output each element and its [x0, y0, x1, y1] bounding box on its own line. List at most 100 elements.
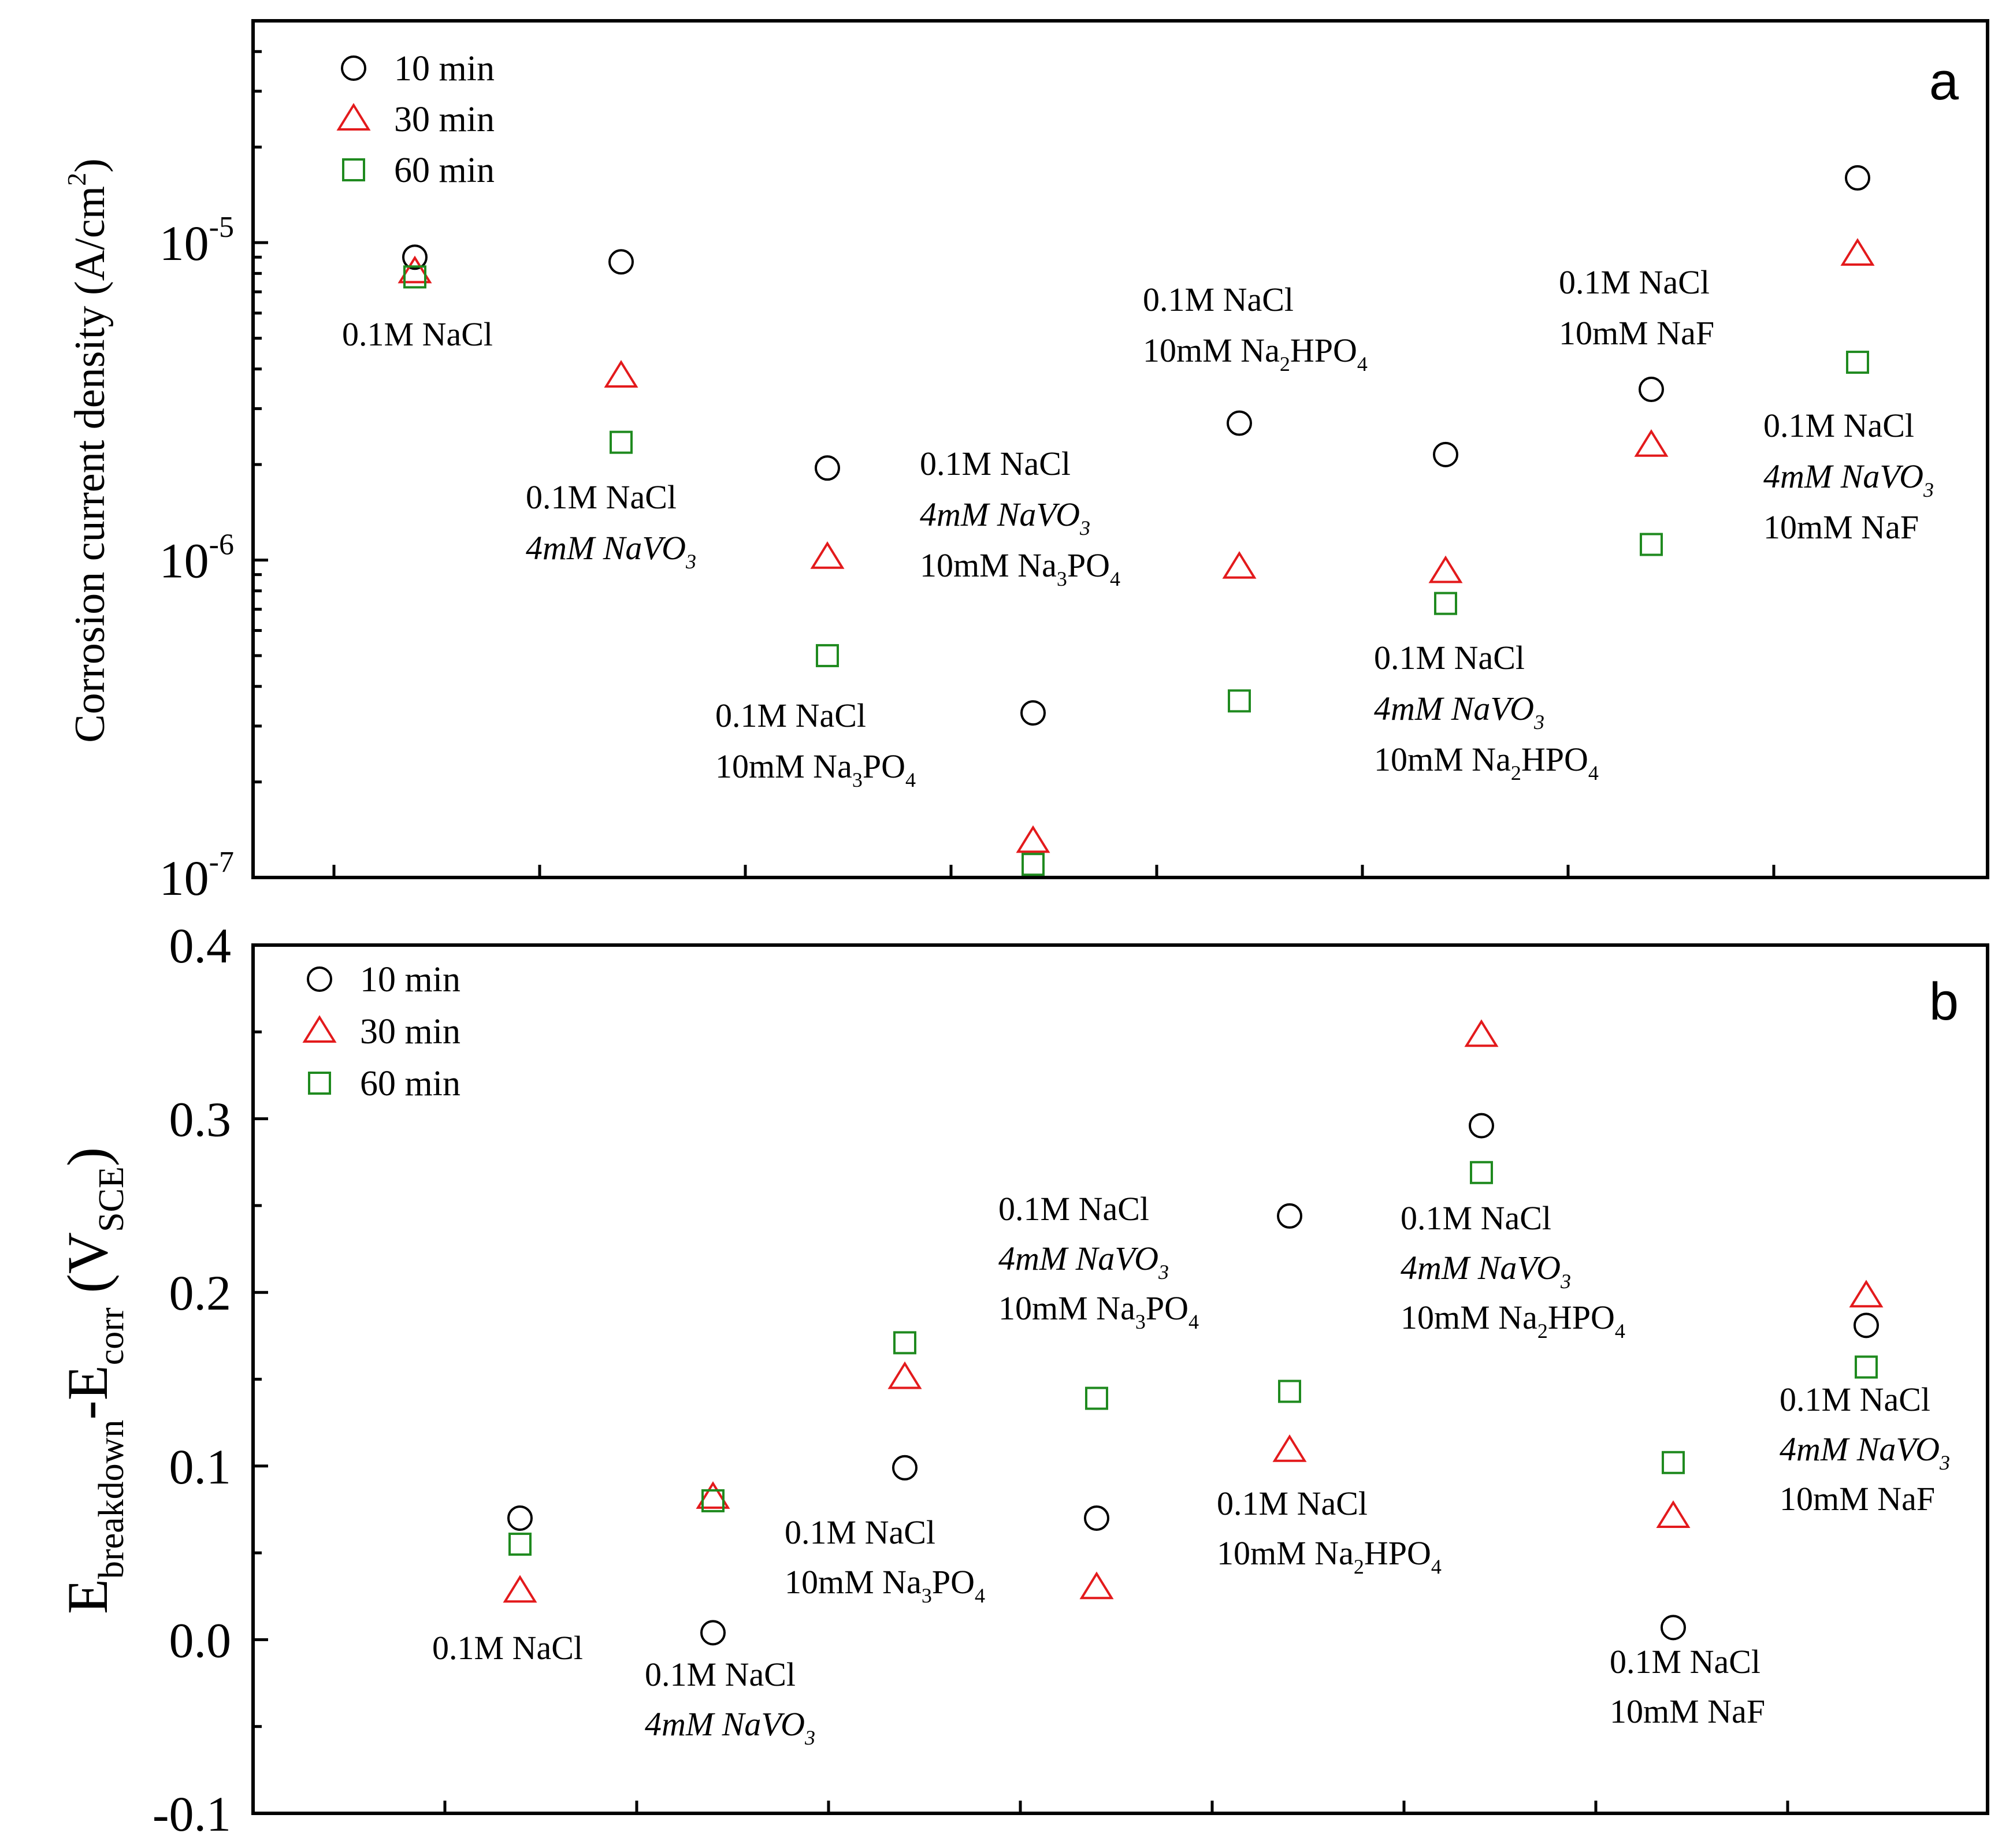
a-annotation-2-line-1: 10mM Na3PO4: [715, 748, 916, 791]
b-annotation-3-line-0-part-0: 0.1M NaCl: [998, 1190, 1149, 1228]
a-point-2-0: [403, 265, 426, 289]
b-point-2-6: [1662, 1451, 1685, 1474]
a-point-1-5: [1428, 555, 1463, 583]
b-ytick-label-2: 0.1: [169, 1439, 232, 1494]
b-ytick-label-4: 0.3: [169, 1092, 232, 1147]
a-point-0-6: [1639, 377, 1664, 403]
a-point-1-1: [604, 360, 638, 388]
b-ytick-label-0: -0.1: [153, 1786, 231, 1842]
a-ytick-label-0: 10-7: [159, 846, 234, 906]
b-legend-label-1: 30 min: [360, 1012, 460, 1051]
b-annotation-3-line-2: 10mM Na3PO4: [998, 1289, 1199, 1333]
a-point-2-7: [1846, 351, 1869, 374]
b-annotation-4-line-1-part-3: 4: [1431, 1555, 1442, 1578]
a-annotation-1-line-0: 0.1M NaCl: [526, 478, 677, 516]
b-annotation-6-line-1: 10mM NaF: [1610, 1693, 1765, 1730]
a-annotation-2-line-1-part-2: PO: [863, 748, 905, 785]
a-annotation-2-line-1-part-1: 3: [852, 768, 863, 791]
b-point-1-0: [503, 1575, 537, 1603]
a-annotation-0-line-0-part-0: 0.1M NaCl: [342, 315, 493, 353]
b-legend-label-0: 10 min: [360, 960, 460, 999]
a-annotation-2-line-1-part-0: 10mM Na: [715, 748, 852, 785]
a-point-0-7: [1845, 165, 1870, 191]
b-annotation-4-line-1-part-0: 10mM Na: [1217, 1534, 1354, 1572]
b-annotation-5-line-2-part-3: 4: [1615, 1319, 1625, 1343]
a-annotation-3-line-2-part-0: 10mM Na: [920, 546, 1057, 584]
b-annotation-6-line-0: 0.1M NaCl: [1610, 1643, 1760, 1680]
a-annotation-5-line-2-part-0: 10mM Na: [1374, 741, 1511, 778]
a-annotation-0-line-0: 0.1M NaCl: [342, 315, 493, 353]
a-ytick-exp-1: -6: [209, 529, 234, 562]
a-annotation-5-line-1-part-1: 3: [1533, 711, 1544, 734]
a-legend-label-1: 30 min: [394, 100, 495, 139]
b-point-0-4: [1277, 1203, 1302, 1229]
a-annotation-5-line-2-part-2: HPO: [1521, 741, 1588, 778]
b-annotation-1-line-1-part-1: 3: [804, 1726, 815, 1749]
b-annotation-5-line-2-part-0: 10mM Na: [1401, 1299, 1537, 1336]
b-annotation-3-line-2-part-0: 10mM Na: [998, 1289, 1135, 1327]
b-point-0-3: [1084, 1505, 1109, 1531]
a-annotation-3-line-1-part-0: 4mM NaVO: [920, 496, 1080, 533]
b-annotation-5-line-1-part-0: 4mM NaVO: [1401, 1249, 1561, 1286]
b-annotation-7-line-0-part-0: 0.1M NaCl: [1780, 1381, 1930, 1418]
b-annotation-4-line-1: 10mM Na2HPO4: [1217, 1534, 1442, 1578]
a-annotation-1-line-1-part-0: 4mM NaVO: [526, 529, 686, 567]
b-point-2-1: [701, 1489, 725, 1512]
a-ylabel-close: ): [66, 158, 114, 173]
a-point-0-3: [1020, 700, 1046, 726]
a-annotation-5-line-1-part-0: 4mM NaVO: [1374, 690, 1534, 727]
b-ylabel-part-1: breakdown: [92, 1420, 131, 1579]
b-annotation-5-line-2: 10mM Na2HPO4: [1401, 1299, 1625, 1343]
b-annotation-7-line-1-part-1: 3: [1939, 1451, 1950, 1474]
a-point-1-3: [1016, 825, 1050, 853]
a-annotation-5-line-2: 10mM Na2HPO4: [1374, 741, 1599, 784]
b-legend-marker-0: [307, 966, 332, 992]
b-annotation-2-line-1: 10mM Na3PO4: [785, 1563, 985, 1607]
panel-letter-a: a: [1929, 52, 1959, 111]
b-annotation-3-line-2-part-3: 4: [1188, 1310, 1199, 1333]
b-point-2-5: [1470, 1161, 1493, 1184]
b-annotation-2-line-0: 0.1M NaCl: [785, 1514, 935, 1551]
a-annotation-6-line-0: 0.1M NaCl: [1559, 263, 1710, 301]
a-annotation-3-line-2: 10mM Na3PO4: [920, 546, 1120, 590]
b-annotation-3-line-1-part-1: 3: [1158, 1260, 1169, 1284]
a-annotation-4-line-1-part-1: 2: [1280, 352, 1290, 375]
b-point-1-5: [1464, 1019, 1499, 1047]
a-annotation-4-line-1-part-2: HPO: [1290, 332, 1357, 369]
a-annotation-2-line-0: 0.1M NaCl: [715, 697, 866, 734]
b-ytick-label-3: 0.2: [169, 1265, 232, 1321]
a-annotation-5-line-0-part-0: 0.1M NaCl: [1374, 639, 1525, 676]
b-annotation-4-line-1-part-2: HPO: [1364, 1534, 1431, 1572]
a-legend-marker-0: [341, 55, 366, 81]
b-ytick-label-5: 0.4: [169, 918, 232, 973]
legend-a: 10 min 30 min 60 min: [336, 49, 495, 190]
a-annotation-3-line-1: 4mM NaVO3: [920, 496, 1090, 540]
a-annotation-5-line-0: 0.1M NaCl: [1374, 639, 1525, 676]
b-ylabel: Ebreakdown-Ecorr (VSCE): [55, 1147, 131, 1614]
b-point-1-4: [1272, 1434, 1307, 1462]
a-annotation-5-line-1: 4mM NaVO3: [1374, 690, 1544, 734]
b-annotation-3-line-0: 0.1M NaCl: [998, 1190, 1149, 1228]
a-annotation-1-line-0-part-0: 0.1M NaCl: [526, 478, 677, 516]
b-point-2-0: [508, 1533, 532, 1556]
b-point-1-1: [696, 1481, 730, 1509]
a-annotation-6-line-1: 10mM NaF: [1559, 314, 1714, 352]
a-annotation-4-line-0-part-0: 0.1M NaCl: [1143, 281, 1294, 318]
b-annotation-0-line-0: 0.1M NaCl: [432, 1629, 583, 1667]
a-point-2-2: [816, 644, 839, 667]
plot-frame-b: [251, 943, 1989, 1815]
a-annotation-7-line-1-part-0: 4mM NaVO: [1763, 458, 1923, 495]
a-point-1-4: [1222, 551, 1257, 579]
a-legend-marker-2: [342, 158, 365, 181]
b-point-0-2: [892, 1455, 918, 1481]
a-legend-label-0: 10 min: [394, 49, 495, 88]
a-annotation-5-line-2-part-3: 4: [1588, 761, 1599, 784]
a-annotation-3-line-2-part-1: 3: [1057, 567, 1067, 590]
b-ylabel-part-4: (V: [55, 1232, 120, 1308]
b-annotation-4-line-1-part-1: 2: [1354, 1555, 1364, 1578]
marks-b: [503, 1019, 1884, 1646]
a-point-1-2: [810, 541, 845, 569]
a-point-2-4: [1228, 689, 1251, 713]
b-point-0-5: [1469, 1113, 1494, 1139]
marks-a: [398, 165, 1875, 876]
